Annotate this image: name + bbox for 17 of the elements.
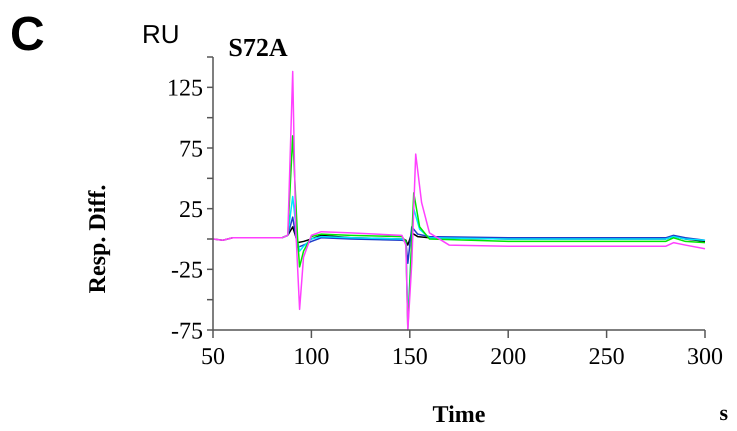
x-tick-label: 50 (201, 344, 225, 370)
text: s (719, 400, 728, 425)
y-tick-label: 125 (167, 76, 203, 102)
y-tick-label: -75 (171, 318, 203, 344)
y-axis-title: Resp. Diff. (85, 184, 111, 294)
text: C (10, 8, 45, 61)
x-tick-label: 100 (293, 344, 330, 370)
text: RU (142, 19, 180, 49)
x-tick-label: 250 (588, 344, 625, 370)
y-tick-label: 75 (179, 136, 203, 162)
y-tick-label: -25 (171, 258, 203, 284)
x-tick-label: 200 (490, 344, 526, 370)
x-axis-title: Time (432, 402, 486, 428)
x-tick-label: 150 (392, 344, 428, 370)
x-tick-label: 300 (687, 344, 723, 370)
chart-title: S72A (228, 33, 288, 62)
y-tick-label: 25 (179, 197, 203, 224)
